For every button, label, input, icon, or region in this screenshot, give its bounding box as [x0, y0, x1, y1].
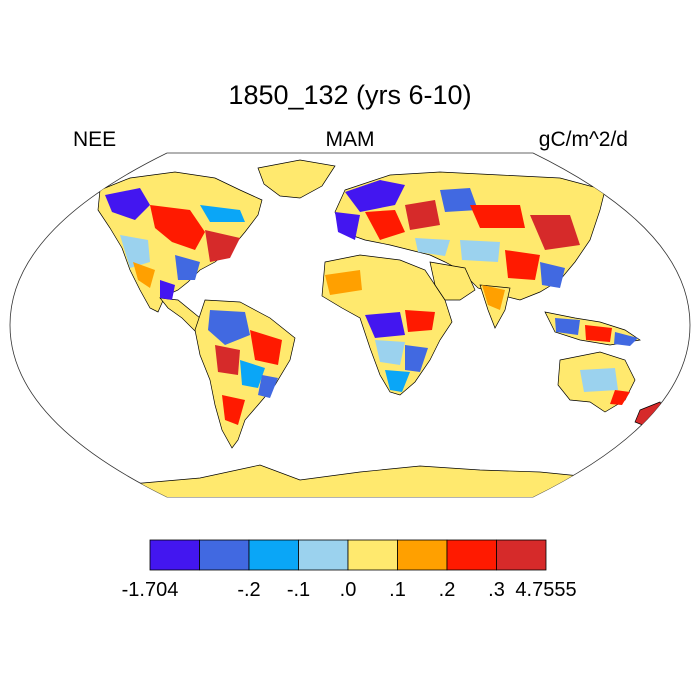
colorbar-label-2: -.1 — [287, 579, 310, 601]
colorbar-bin-3 — [298, 539, 349, 571]
land-arabia — [429, 261, 476, 301]
colorbar-label-4: .1 — [389, 579, 406, 601]
colorbar-label-7: 4.7555 — [515, 579, 576, 601]
map-title: 1850_132 (yrs 6-10) — [228, 80, 472, 110]
colorbar-bin-4 — [347, 539, 398, 571]
colorbar-bin-0 — [149, 539, 200, 571]
units-label: gC/m^2/d — [538, 128, 628, 151]
colorbar-bin-2 — [248, 539, 299, 571]
colorbar-bin-7 — [496, 539, 547, 571]
colorbar-label-5: .2 — [439, 579, 456, 601]
colorbar-label-0: -1.704 — [122, 579, 179, 601]
land-greenland — [257, 159, 336, 199]
flux-patches — [105, 180, 638, 425]
variable-label: NEE — [73, 128, 117, 151]
colorbar-bin-6 — [446, 539, 497, 571]
colorbar-bin-1 — [199, 539, 250, 571]
colorbar-label-3: .0 — [340, 579, 357, 601]
colorbar-bin-5 — [397, 539, 448, 571]
land-eurasia — [334, 171, 606, 301]
colorbar-label-1: -.2 — [237, 579, 260, 601]
season-label: MAM — [325, 128, 375, 151]
land-antarctica — [10, 464, 690, 497]
colorbar-label-6: .3 — [488, 579, 505, 601]
